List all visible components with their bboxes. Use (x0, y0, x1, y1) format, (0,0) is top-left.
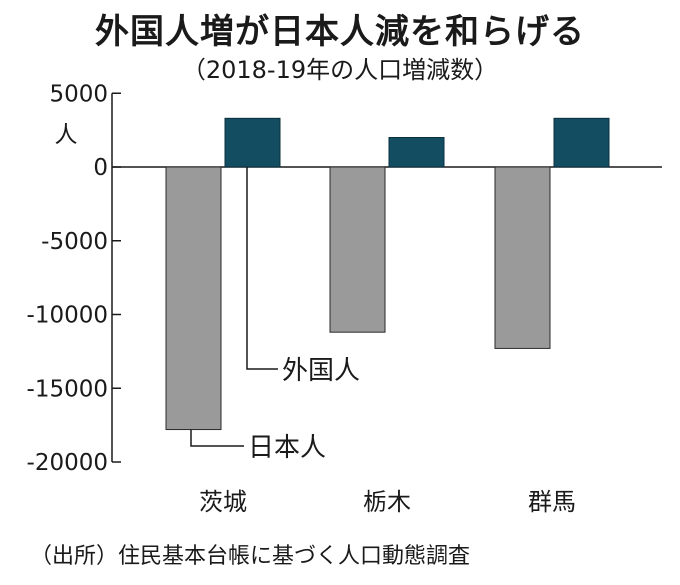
chart-title: 外国人増が日本人減を和らげる (95, 12, 585, 52)
japanese-callout-label: 日本人 (248, 433, 326, 463)
category-label: 栃木 (363, 488, 411, 516)
y-tick-label: 5000 (49, 81, 108, 107)
bar-japanese (329, 166, 386, 333)
category-label: 茨城 (199, 488, 247, 516)
y-tick-label: -15000 (27, 376, 108, 402)
bar-foreign (224, 117, 281, 168)
y-tick-label: -5000 (41, 229, 108, 255)
foreign-callout-label: 外国人 (282, 356, 360, 386)
y-tick-label: 0 (93, 155, 108, 181)
bar-japanese (494, 166, 551, 349)
bar-foreign (388, 137, 445, 168)
y-unit-label: 人 (55, 122, 78, 148)
foreign-leader-line (246, 167, 278, 370)
bar-japanese (165, 166, 222, 431)
category-label: 群馬 (528, 488, 576, 516)
bar-chart: 5000 0 -5000 -10000 -15000 -20000 人 茨城 栃木 群馬 外国… (27, 81, 662, 516)
bars (165, 117, 610, 431)
japanese-leader-line (190, 429, 244, 447)
chart-subtitle: （2018-19年の人口増減数） (181, 56, 499, 84)
source-note: （出所）住民基本台帳に基づく人口動態調査 (30, 544, 471, 569)
y-tick-label: -20000 (27, 450, 108, 476)
category-labels: 茨城 栃木 群馬 (199, 488, 576, 516)
y-tick-label: -10000 (27, 303, 108, 329)
y-ticks: 5000 0 -5000 -10000 -15000 -20000 (27, 81, 121, 476)
bar-foreign (553, 117, 610, 168)
